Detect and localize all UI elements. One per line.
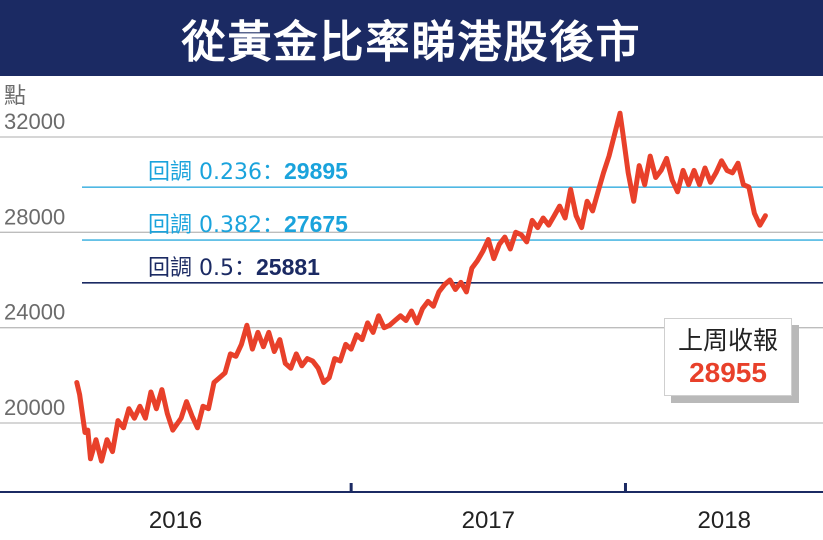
last-close-value: 28955 xyxy=(689,357,767,388)
chart-title: 從黃金比率睇港股後市 xyxy=(0,0,823,76)
retracement-label-2: 回調 0.5：25881 xyxy=(148,254,320,281)
series-line-0 xyxy=(74,110,768,464)
retracement-value-1: 27675 xyxy=(284,211,348,237)
y-tick-32000: 32000 xyxy=(4,109,65,134)
retracement-value-0: 29895 xyxy=(284,158,348,184)
x-tick-2017: 2017 xyxy=(462,507,515,534)
axis-layer: 點 20000 24000 28000 32000 2016 2017 2018 xyxy=(0,84,823,534)
y-tick-28000: 28000 xyxy=(4,204,65,229)
last-close-label: 上周收報 xyxy=(677,326,778,355)
retracement-layer: 回調 0.236：29895 回調 0.382：27675 回調 0.5：25881 xyxy=(82,158,823,284)
retracement-label-1: 回調 0.382：27675 xyxy=(148,211,348,238)
x-tick-2018: 2018 xyxy=(698,507,751,534)
last-close-box: 上周收報 28955 xyxy=(664,318,792,396)
retracement-label-0: 回調 0.236：29895 xyxy=(148,158,348,185)
x-tick-2016: 2016 xyxy=(149,507,202,534)
y-tick-20000: 20000 xyxy=(4,395,65,420)
retracement-value-2: 25881 xyxy=(256,254,320,280)
y-tick-24000: 24000 xyxy=(4,300,65,325)
y-axis-unit: 點 xyxy=(4,84,26,109)
series-layer xyxy=(74,110,768,464)
